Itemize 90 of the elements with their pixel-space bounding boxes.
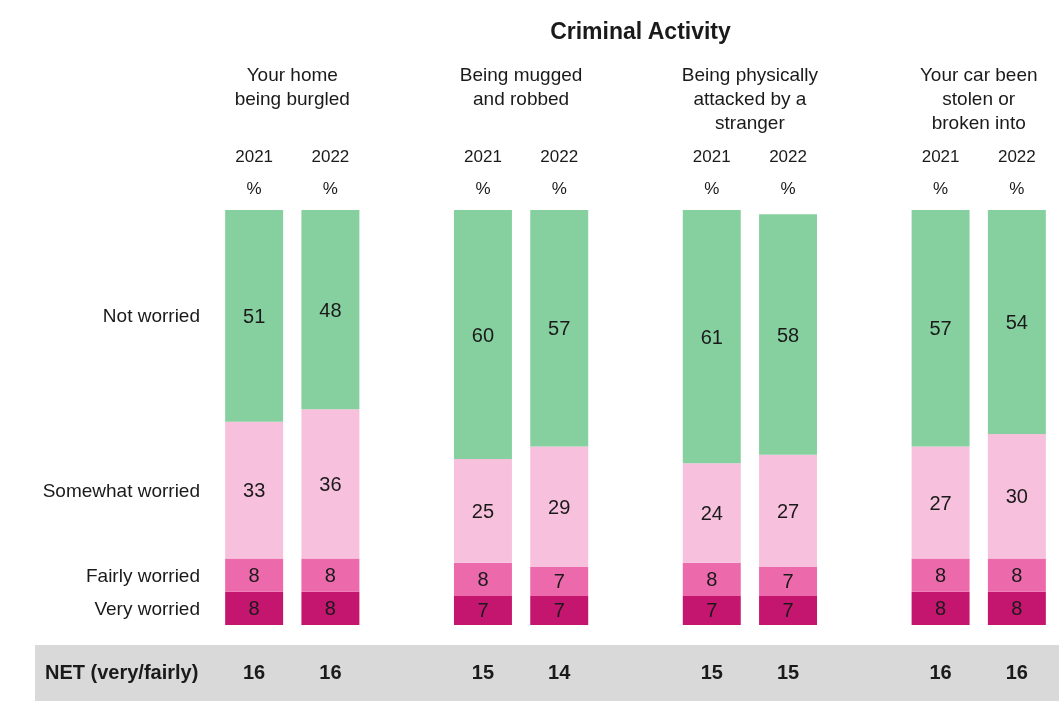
chart-title: Criminal Activity (550, 17, 732, 44)
x-tick-label: 2021 % (921, 146, 960, 198)
data-label: 8 (248, 564, 260, 587)
bar (530, 566, 589, 596)
series-label: Not worried (102, 305, 200, 327)
data-label: 8 (706, 568, 718, 591)
text: 15 (775, 661, 801, 684)
text: 15 (699, 661, 724, 684)
text: Being mugged and robbed (459, 63, 583, 109)
data-label: 33 (243, 479, 266, 502)
bar (911, 210, 970, 447)
text: 16 (318, 661, 343, 684)
text: 16 (1004, 661, 1029, 684)
series-label: Very worried (94, 597, 200, 619)
bar (301, 558, 360, 592)
data-label: 24 (700, 501, 723, 524)
data-label: 7 (477, 599, 489, 622)
text: Your car been stolen or broken into (919, 63, 1038, 133)
bar (225, 591, 284, 625)
text: NET (very/fairly) (45, 661, 199, 684)
data-label: 8 (935, 597, 947, 620)
x-tick-label: 2022 % (997, 146, 1036, 198)
data-label: 8 (248, 597, 260, 620)
bar (987, 434, 1046, 559)
series-label: Somewhat worried (42, 479, 200, 501)
bar (301, 210, 360, 410)
x-tick-label: 2022 % (769, 146, 807, 198)
bar (453, 210, 512, 459)
data-label: 8 (324, 564, 336, 587)
bar (301, 409, 360, 559)
x-tick-label: 2022 % (540, 146, 579, 198)
data-label: 29 (548, 495, 571, 518)
bar (911, 558, 970, 592)
bar (530, 595, 589, 625)
x-tick-label: 2021 % (692, 146, 731, 198)
series-label: Fairly worried (85, 564, 200, 586)
text: 16 (242, 661, 267, 684)
bar (225, 558, 284, 592)
text: 16 (928, 661, 953, 684)
data-label: 58 (776, 323, 800, 346)
bar (682, 463, 741, 563)
data-label: 7 (553, 570, 565, 593)
data-label: 60 (471, 323, 495, 346)
data-label: 7 (782, 570, 794, 593)
bar (759, 595, 818, 625)
bar (301, 591, 360, 625)
bar (911, 446, 970, 559)
text: Your home being burgled (234, 63, 350, 109)
bar (453, 595, 512, 625)
data-label: 57 (548, 317, 571, 340)
bar (911, 591, 970, 625)
data-label: 7 (782, 599, 794, 622)
data-label: 30 (1005, 485, 1028, 508)
bar (453, 459, 512, 563)
data-label: 57 (929, 317, 952, 340)
data-label: 8 (477, 568, 489, 591)
x-tick-label: 2021 % (464, 146, 502, 198)
data-label: 54 (1005, 311, 1028, 334)
bar (453, 562, 512, 596)
data-label: 8 (935, 564, 947, 587)
data-label: 27 (776, 499, 800, 522)
data-label: 36 (319, 472, 342, 495)
data-label: 48 (319, 298, 342, 321)
bar (987, 558, 1046, 592)
x-tick-label: 2022 % (311, 146, 350, 198)
data-label: 7 (706, 599, 718, 622)
text: 14 (547, 661, 572, 684)
text: 15 (470, 661, 496, 684)
x-tick-label: 2021 % (235, 146, 274, 198)
data-label: 8 (1011, 564, 1023, 587)
data-label: 61 (700, 325, 723, 348)
bar (530, 446, 589, 567)
bar (759, 566, 818, 596)
bar (759, 454, 818, 567)
data-label: 25 (471, 499, 495, 522)
bar (530, 210, 589, 447)
bar (682, 210, 741, 464)
bar (759, 214, 818, 455)
data-label: 8 (324, 597, 336, 620)
bar (682, 595, 741, 625)
text: Being physically attacked by a stranger (681, 63, 819, 133)
data-label: 51 (243, 304, 266, 327)
bar (225, 210, 284, 422)
bar (682, 562, 741, 596)
bar (225, 421, 284, 559)
data-label: 7 (553, 599, 565, 622)
bar (987, 591, 1046, 625)
bar (987, 210, 1046, 435)
data-label: 8 (1011, 597, 1023, 620)
data-label: 27 (929, 491, 952, 514)
